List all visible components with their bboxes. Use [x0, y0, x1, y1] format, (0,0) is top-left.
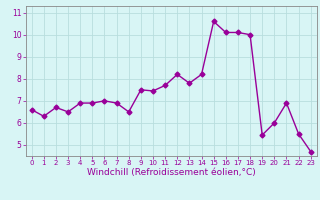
- X-axis label: Windchill (Refroidissement éolien,°C): Windchill (Refroidissement éolien,°C): [87, 168, 256, 177]
